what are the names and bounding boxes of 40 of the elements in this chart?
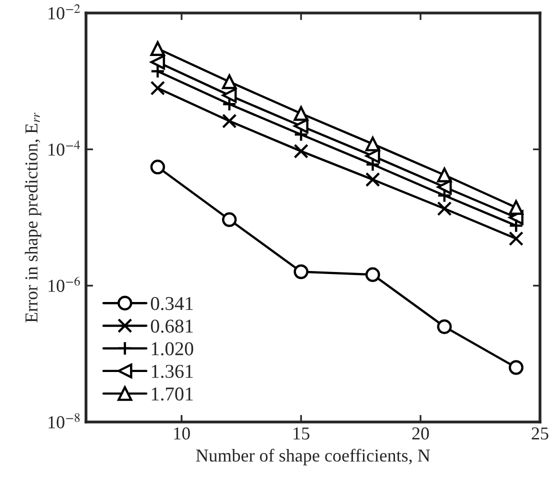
y-tick-label: 10$^{−4}$ [48,140,80,156]
point [222,88,237,103]
point [437,168,452,182]
point [294,127,308,142]
point [365,267,380,282]
point [150,54,166,70]
y-tick-label: 10$^{−8}$ [48,413,80,428]
point [150,80,166,96]
y-axis-title: Error in shape prediction, E$_{rr}$ [24,112,42,323]
x-tick-label: 10 [174,427,190,440]
x-tick-label: 25 [532,427,548,440]
point [222,114,237,128]
legend-label: 1.361 [152,364,193,378]
point [294,144,308,159]
point [437,319,452,334]
y-tick-label: 10$^{−6}$ [48,276,80,292]
point [294,264,308,280]
legend-label: 0.681 [150,320,193,333]
point [508,360,524,375]
point [508,200,524,215]
point [365,172,380,187]
x-axis-title: Number of shape coefficients, N [196,448,430,466]
point [365,148,380,164]
legend-label: 1.701 [152,387,193,401]
x-tick-label: 15 [294,427,310,440]
point [437,180,452,194]
point [294,106,308,121]
point [294,118,308,134]
point [222,74,237,90]
x-tick-label: 20 [412,427,429,440]
point [365,136,380,152]
point [437,188,452,203]
point [508,231,524,246]
y-tick-label: 10$^{−2}$ [48,4,80,20]
point [150,160,166,174]
point [222,212,237,228]
point [150,41,166,56]
legend-label: 1.020 [152,342,194,356]
point [437,201,452,216]
legend-label: 0.341 [150,296,193,310]
